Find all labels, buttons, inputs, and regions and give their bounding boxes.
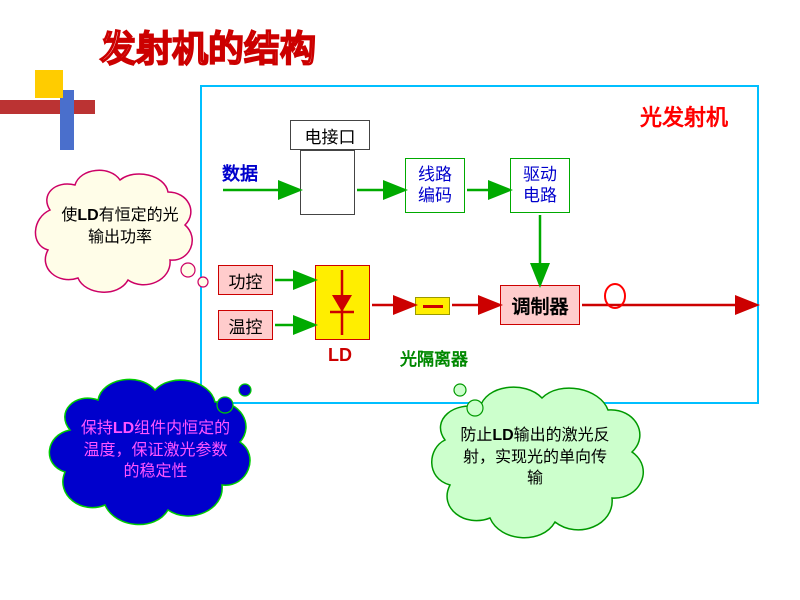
node-interface-label: 电接口	[290, 120, 370, 150]
node-driver: 驱动 电路	[510, 158, 570, 213]
node-power-control: 功控	[218, 265, 273, 295]
label-isolator: 光隔离器	[400, 345, 468, 370]
node-ld	[315, 265, 370, 340]
node-isolator	[415, 297, 450, 315]
node-temp-control: 温控	[218, 310, 273, 340]
optical-transmitter-label: 光发射机	[640, 100, 728, 132]
slide-title: 发射机的结构	[100, 20, 316, 72]
cloud-power-text: 使LD有恒定的光输出功率	[60, 205, 180, 248]
cloud-temp-text: 保持LD组件内恒定的温度，保证激光参数的稳定性	[78, 418, 233, 483]
cloud-isolator-text: 防止LD输出的激光反射，实现光的单向传输	[460, 425, 610, 490]
node-modulator: 调制器	[500, 285, 580, 325]
node-line-encode: 线路 编码	[405, 158, 465, 213]
deco-red	[0, 100, 95, 114]
node-interface-body	[300, 150, 355, 215]
optical-transmitter-box	[200, 85, 759, 404]
label-ld: LD	[328, 345, 352, 366]
deco-yellow	[35, 70, 63, 98]
deco-blue	[60, 90, 74, 150]
label-data: 数据	[222, 160, 258, 186]
